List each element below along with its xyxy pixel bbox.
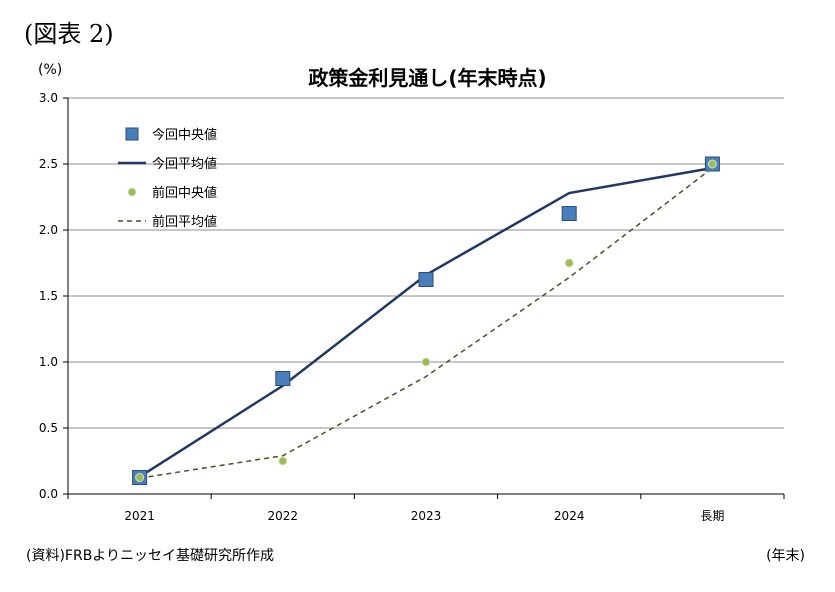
y-tick-label: 3.0 bbox=[39, 91, 58, 105]
legend-swatch-current-median bbox=[125, 127, 139, 141]
chart-title: 政策金利見通し(年末時点) bbox=[308, 66, 547, 90]
legend-label: 今回平均値 bbox=[152, 156, 217, 172]
y-tick-label: 2.5 bbox=[39, 157, 58, 171]
series-line-previous-average bbox=[139, 167, 713, 479]
point-previous-median bbox=[135, 473, 145, 482]
legend-label: 今回中央値 bbox=[152, 127, 217, 143]
x-tick-labels: 2021 2022 2023 2024 長期 bbox=[124, 509, 724, 523]
y-tick-label: 0.5 bbox=[39, 421, 58, 435]
y-tick-label: 1.0 bbox=[39, 355, 58, 369]
x-tick-label: 2021 bbox=[124, 509, 155, 523]
x-unit-note: (年末) bbox=[766, 548, 805, 564]
point-previous-median bbox=[421, 357, 431, 367]
y-tick-labels: 0.0 0.5 1.0 1.5 2.0 2.5 3.0 bbox=[39, 91, 58, 501]
series-line-current-average bbox=[138, 166, 713, 478]
legend-label: 前回中央値 bbox=[152, 185, 217, 201]
point-previous-median bbox=[278, 456, 288, 466]
x-tick-label: 2022 bbox=[268, 509, 299, 523]
y-tick-label: 1.5 bbox=[39, 289, 58, 303]
x-tick-label: 2023 bbox=[411, 509, 442, 523]
point-previous-median bbox=[707, 159, 717, 169]
point-current-median bbox=[418, 272, 434, 287]
x-tick-label: 長期 bbox=[700, 509, 724, 523]
gridlines bbox=[68, 97, 784, 429]
source-note: (資料)FRBよりニッセイ基礎研究所作成 bbox=[26, 548, 275, 564]
point-previous-median bbox=[564, 258, 574, 268]
legend-swatch-previous-median bbox=[127, 187, 137, 197]
figure-label: (図表 2) bbox=[24, 20, 114, 48]
series-layer bbox=[132, 156, 720, 485]
y-tick-label: 0.0 bbox=[39, 487, 58, 501]
point-current-median bbox=[561, 206, 577, 221]
y-tick-label: 2.0 bbox=[39, 223, 58, 237]
axes bbox=[63, 97, 785, 499]
legend-label: 前回平均値 bbox=[152, 214, 217, 230]
y-unit-label: (%) bbox=[38, 62, 63, 78]
x-tick-label: 2024 bbox=[554, 509, 585, 523]
point-current-median bbox=[275, 371, 291, 386]
